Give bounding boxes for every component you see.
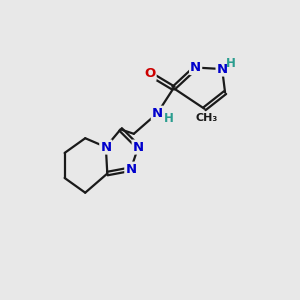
- Text: N: N: [152, 107, 163, 120]
- Text: N: N: [100, 141, 111, 154]
- Text: CH₃: CH₃: [196, 112, 218, 123]
- Text: H: H: [225, 57, 235, 70]
- Text: O: O: [144, 67, 156, 80]
- Text: N: N: [217, 62, 228, 76]
- Text: N: N: [190, 61, 201, 74]
- Text: H: H: [164, 112, 173, 125]
- Text: N: N: [125, 163, 136, 176]
- Text: N: N: [133, 141, 144, 154]
